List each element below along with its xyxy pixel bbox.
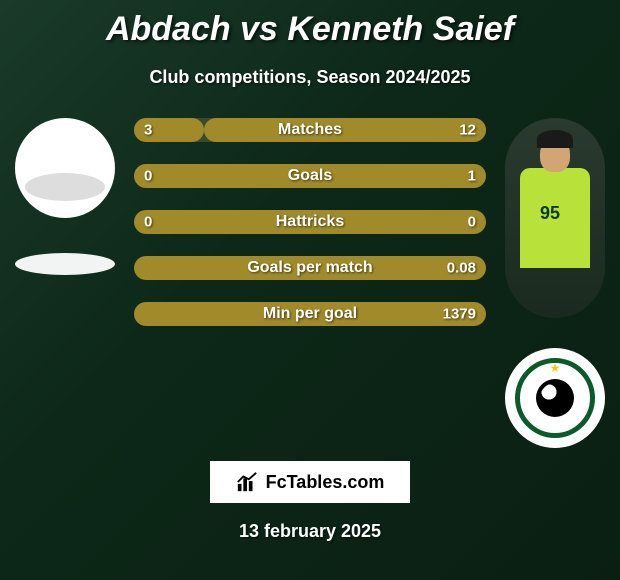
page-subtitle: Club competitions, Season 2024/2025: [0, 67, 620, 88]
branding-badge: FcTables.com: [210, 461, 411, 503]
player-left-avatar: [15, 118, 115, 218]
stat-value-left: 0: [144, 168, 152, 185]
stat-value-left: 0: [144, 214, 152, 231]
stat-value-right: 0.08: [447, 260, 476, 277]
ball-icon: [536, 379, 574, 417]
stat-label: Goals: [288, 167, 332, 185]
comparison-row: 3 Matches 12 0 Goals 1 0 Hattricks 0 Goals per ma…: [0, 118, 620, 448]
date-text: 13 february 2025: [239, 521, 381, 542]
player-right-jersey-number: 95: [540, 203, 560, 224]
player-right-column: 95 ★: [500, 118, 610, 448]
stat-value-right: 12: [459, 122, 476, 139]
stat-bar: 0 Hattricks 0: [134, 210, 486, 234]
club-badge: ★: [505, 348, 605, 448]
stat-label: Matches: [278, 121, 342, 139]
stat-bar: Min per goal 1379: [134, 302, 486, 326]
footer: FcTables.com 13 february 2025: [0, 461, 620, 542]
page-title: Abdach vs Kenneth Saief: [0, 0, 620, 49]
stat-label: Goals per match: [247, 259, 372, 277]
player-left-column: [10, 118, 120, 275]
chart-icon: [236, 471, 258, 493]
stat-value-right: 1: [468, 168, 476, 185]
stat-value-right: 0: [468, 214, 476, 231]
stat-bar: 3 Matches 12: [134, 118, 486, 142]
player-left-shadow: [15, 253, 115, 275]
stats-column: 3 Matches 12 0 Goals 1 0 Hattricks 0 Goals per ma…: [120, 118, 500, 326]
stat-value-right: 1379: [443, 306, 476, 323]
stat-label: Min per goal: [263, 305, 357, 323]
player-right-avatar: 95: [505, 118, 605, 318]
branding-text: FcTables.com: [266, 472, 385, 493]
stat-value-left: 3: [144, 122, 152, 139]
stat-label: Hattricks: [276, 213, 344, 231]
stat-bar: Goals per match 0.08: [134, 256, 486, 280]
star-icon: ★: [550, 361, 561, 375]
stat-bar: 0 Goals 1: [134, 164, 486, 188]
